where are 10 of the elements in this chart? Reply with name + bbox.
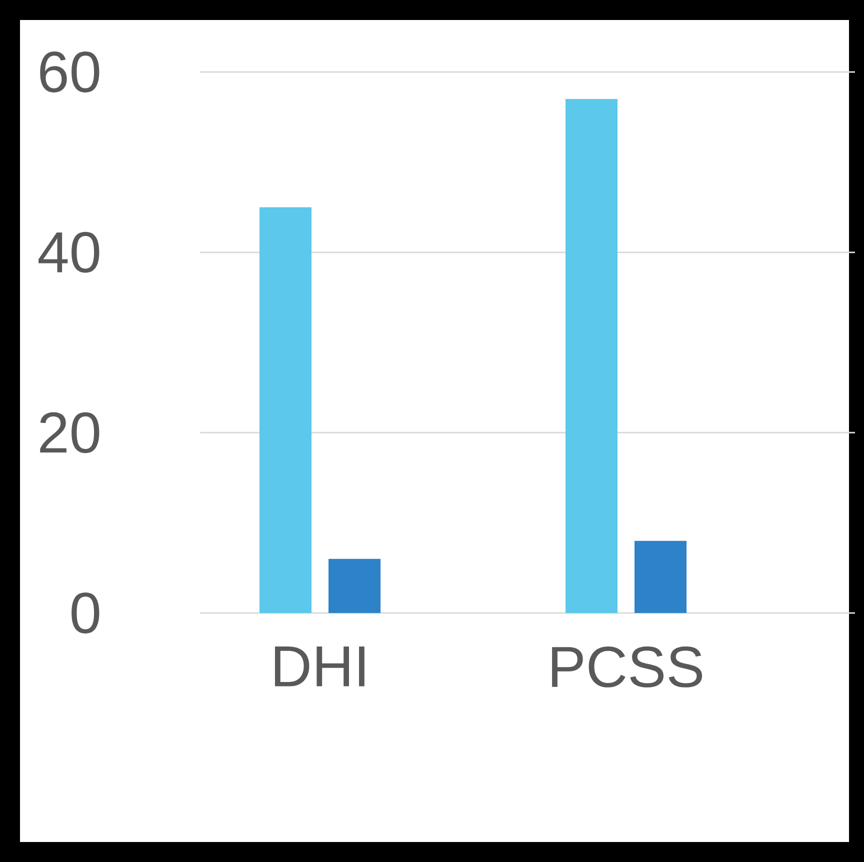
bar — [566, 99, 618, 613]
bar — [634, 540, 687, 613]
bar — [328, 558, 381, 613]
y-tick-label: 40 — [38, 232, 100, 273]
y-tick-label: 20 — [40, 412, 100, 454]
bar — [260, 207, 312, 613]
y-tick-label: 60 — [40, 52, 100, 92]
x-tick-label: PCSS — [552, 646, 702, 688]
y-tick-label: 0 — [72, 592, 100, 634]
x-tick-label: DHI — [274, 646, 364, 686]
